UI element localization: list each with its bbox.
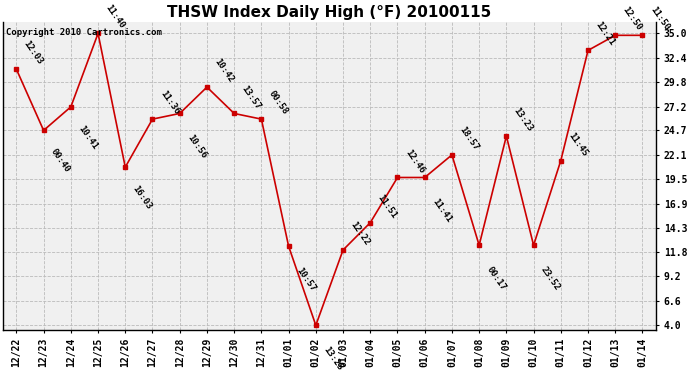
Text: 23:52: 23:52: [539, 265, 562, 292]
Text: 16:03: 16:03: [131, 184, 154, 211]
Text: 11:45: 11:45: [566, 130, 589, 158]
Text: 00:58: 00:58: [267, 89, 290, 116]
Text: 13:25: 13:25: [322, 345, 344, 372]
Text: 11:36: 11:36: [158, 89, 181, 116]
Text: 10:42: 10:42: [213, 57, 235, 84]
Text: 10:56: 10:56: [186, 133, 208, 160]
Title: THSW Index Daily High (°F) 20100115: THSW Index Daily High (°F) 20100115: [167, 4, 491, 20]
Text: 12:50: 12:50: [621, 5, 644, 33]
Text: 11:40: 11:40: [104, 3, 126, 31]
Text: 10:57: 10:57: [294, 266, 317, 293]
Text: 12:22: 12:22: [348, 220, 371, 247]
Text: 12:03: 12:03: [22, 39, 45, 66]
Text: 11:50: 11:50: [648, 5, 671, 33]
Text: 00:40: 00:40: [49, 147, 72, 174]
Text: 12:46: 12:46: [403, 147, 426, 175]
Text: 13:57: 13:57: [239, 84, 262, 111]
Text: 13:23: 13:23: [512, 106, 535, 133]
Text: 00:17: 00:17: [484, 265, 507, 292]
Text: Copyright 2010 Cartronics.com: Copyright 2010 Cartronics.com: [6, 28, 162, 37]
Text: 18:57: 18:57: [457, 125, 480, 152]
Text: 12:21: 12:21: [593, 20, 616, 48]
Text: 10:41: 10:41: [77, 123, 99, 151]
Text: 11:41: 11:41: [431, 197, 453, 224]
Text: 11:51: 11:51: [376, 193, 399, 220]
